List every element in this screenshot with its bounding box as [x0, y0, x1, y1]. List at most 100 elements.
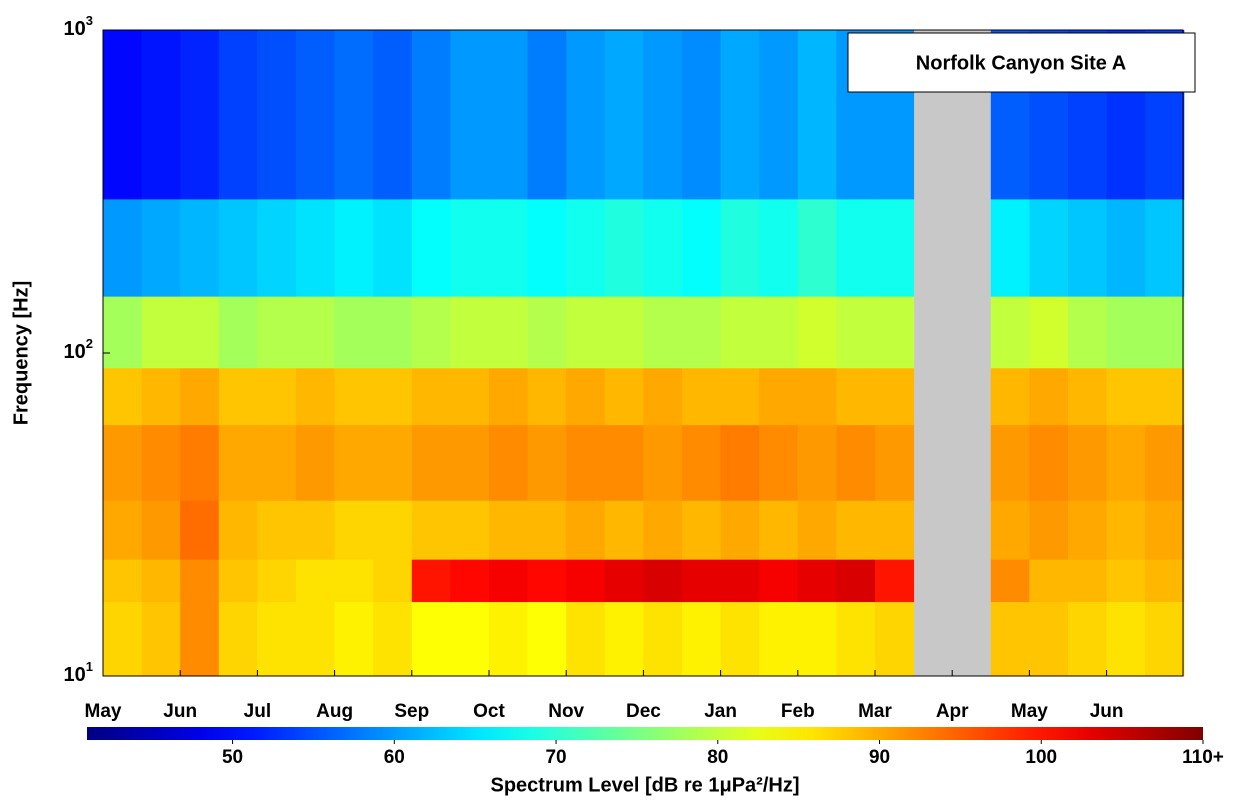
heat-cell — [373, 500, 413, 560]
heat-cell — [643, 30, 683, 200]
heat-cell — [334, 367, 374, 426]
heat-cell — [1029, 198, 1069, 297]
heat-cell — [257, 296, 297, 369]
heat-cell — [720, 367, 760, 426]
heat-cell — [180, 559, 220, 603]
heat-cell — [720, 30, 760, 200]
x-tick-label: Feb — [781, 701, 815, 722]
heat-cell — [489, 30, 529, 200]
heat-cell — [103, 500, 143, 560]
x-tick-label: Jan — [704, 701, 737, 722]
y-tick-base: 10 — [64, 664, 86, 686]
heat-cell — [218, 601, 258, 677]
heat-cell — [296, 601, 336, 677]
heat-cell — [797, 198, 837, 297]
colorbar-tick-label: 80 — [707, 747, 728, 768]
heat-cell — [218, 500, 258, 560]
heat-cell — [450, 559, 490, 603]
x-tick-label: May — [85, 701, 122, 722]
x-tick-label: Jun — [1090, 701, 1124, 722]
heat-cell — [1068, 424, 1108, 501]
y-tick-exponent: 3 — [86, 13, 93, 28]
heat-cell — [797, 367, 837, 426]
heat-cell — [566, 30, 606, 200]
y-tick-label: 102 — [64, 336, 93, 363]
heat-cell — [373, 424, 413, 501]
heat-cell — [604, 500, 644, 560]
heat-cell — [1029, 424, 1069, 501]
heat-cell — [1106, 500, 1146, 560]
heat-cell — [643, 500, 683, 560]
heat-cell — [990, 198, 1030, 297]
heat-cell — [180, 500, 220, 560]
heat-cell — [643, 559, 683, 603]
heat-cell — [759, 601, 799, 677]
colorbar-tick-label: 50 — [222, 747, 243, 768]
heat-cell — [411, 500, 451, 560]
heat-cell — [527, 559, 567, 603]
heat-cell — [990, 500, 1030, 560]
x-tick-label: Jun — [163, 701, 197, 722]
heat-cell — [218, 198, 258, 297]
heat-cell — [797, 424, 837, 501]
heat-cell — [296, 424, 336, 501]
heat-cell — [180, 367, 220, 426]
heat-cell — [450, 198, 490, 297]
heat-cell — [296, 559, 336, 603]
heat-cell — [1145, 198, 1185, 297]
heat-cell — [566, 424, 606, 501]
heat-cell — [604, 30, 644, 200]
heat-cell — [797, 500, 837, 560]
heat-cell — [489, 601, 529, 677]
heat-cell — [1029, 559, 1069, 603]
heat-cell — [682, 500, 722, 560]
heat-cell — [411, 601, 451, 677]
heat-cell — [411, 559, 451, 603]
heat-cell — [1145, 296, 1185, 369]
heat-cell — [604, 601, 644, 677]
heat-cell — [566, 367, 606, 426]
heat-cell — [1068, 559, 1108, 603]
x-tick-label: Apr — [936, 701, 969, 722]
heat-cell — [1145, 601, 1185, 677]
heat-cell — [682, 367, 722, 426]
heat-cell — [141, 601, 181, 677]
heat-cell — [527, 424, 567, 501]
heat-cell — [450, 424, 490, 501]
colorbar-tick-label: 100 — [1025, 747, 1057, 768]
heat-cell — [875, 601, 915, 677]
heat-cell — [836, 198, 876, 297]
heat-cell — [527, 30, 567, 200]
heat-cell — [759, 367, 799, 426]
x-tick-label: Jul — [244, 701, 271, 722]
heat-cell — [566, 559, 606, 603]
heat-cell — [682, 198, 722, 297]
heat-cell — [450, 30, 490, 200]
heat-cell — [604, 367, 644, 426]
heat-cell — [527, 500, 567, 560]
heat-cell — [566, 601, 606, 677]
heat-cell — [875, 198, 915, 297]
heat-cell — [527, 601, 567, 677]
heat-cell — [489, 559, 529, 603]
y-tick-base: 10 — [64, 341, 86, 363]
y-axis-label: Frequency [Hz] — [10, 281, 32, 425]
heat-cell — [759, 559, 799, 603]
heat-cell — [180, 198, 220, 297]
heat-cell — [296, 198, 336, 297]
heat-cell — [373, 601, 413, 677]
heat-cell — [759, 500, 799, 560]
heat-cell — [1145, 424, 1185, 501]
heatmap — [103, 30, 1185, 677]
heat-cell — [489, 424, 529, 501]
heat-cell — [257, 30, 297, 200]
heat-cell — [643, 601, 683, 677]
heat-cell — [411, 367, 451, 426]
heat-cell — [1145, 500, 1185, 560]
colorbar-tick-label: 70 — [545, 747, 566, 768]
heat-cell — [334, 559, 374, 603]
heat-cell — [643, 367, 683, 426]
heat-cell — [797, 601, 837, 677]
heat-cell — [875, 500, 915, 560]
heat-cell — [720, 424, 760, 501]
